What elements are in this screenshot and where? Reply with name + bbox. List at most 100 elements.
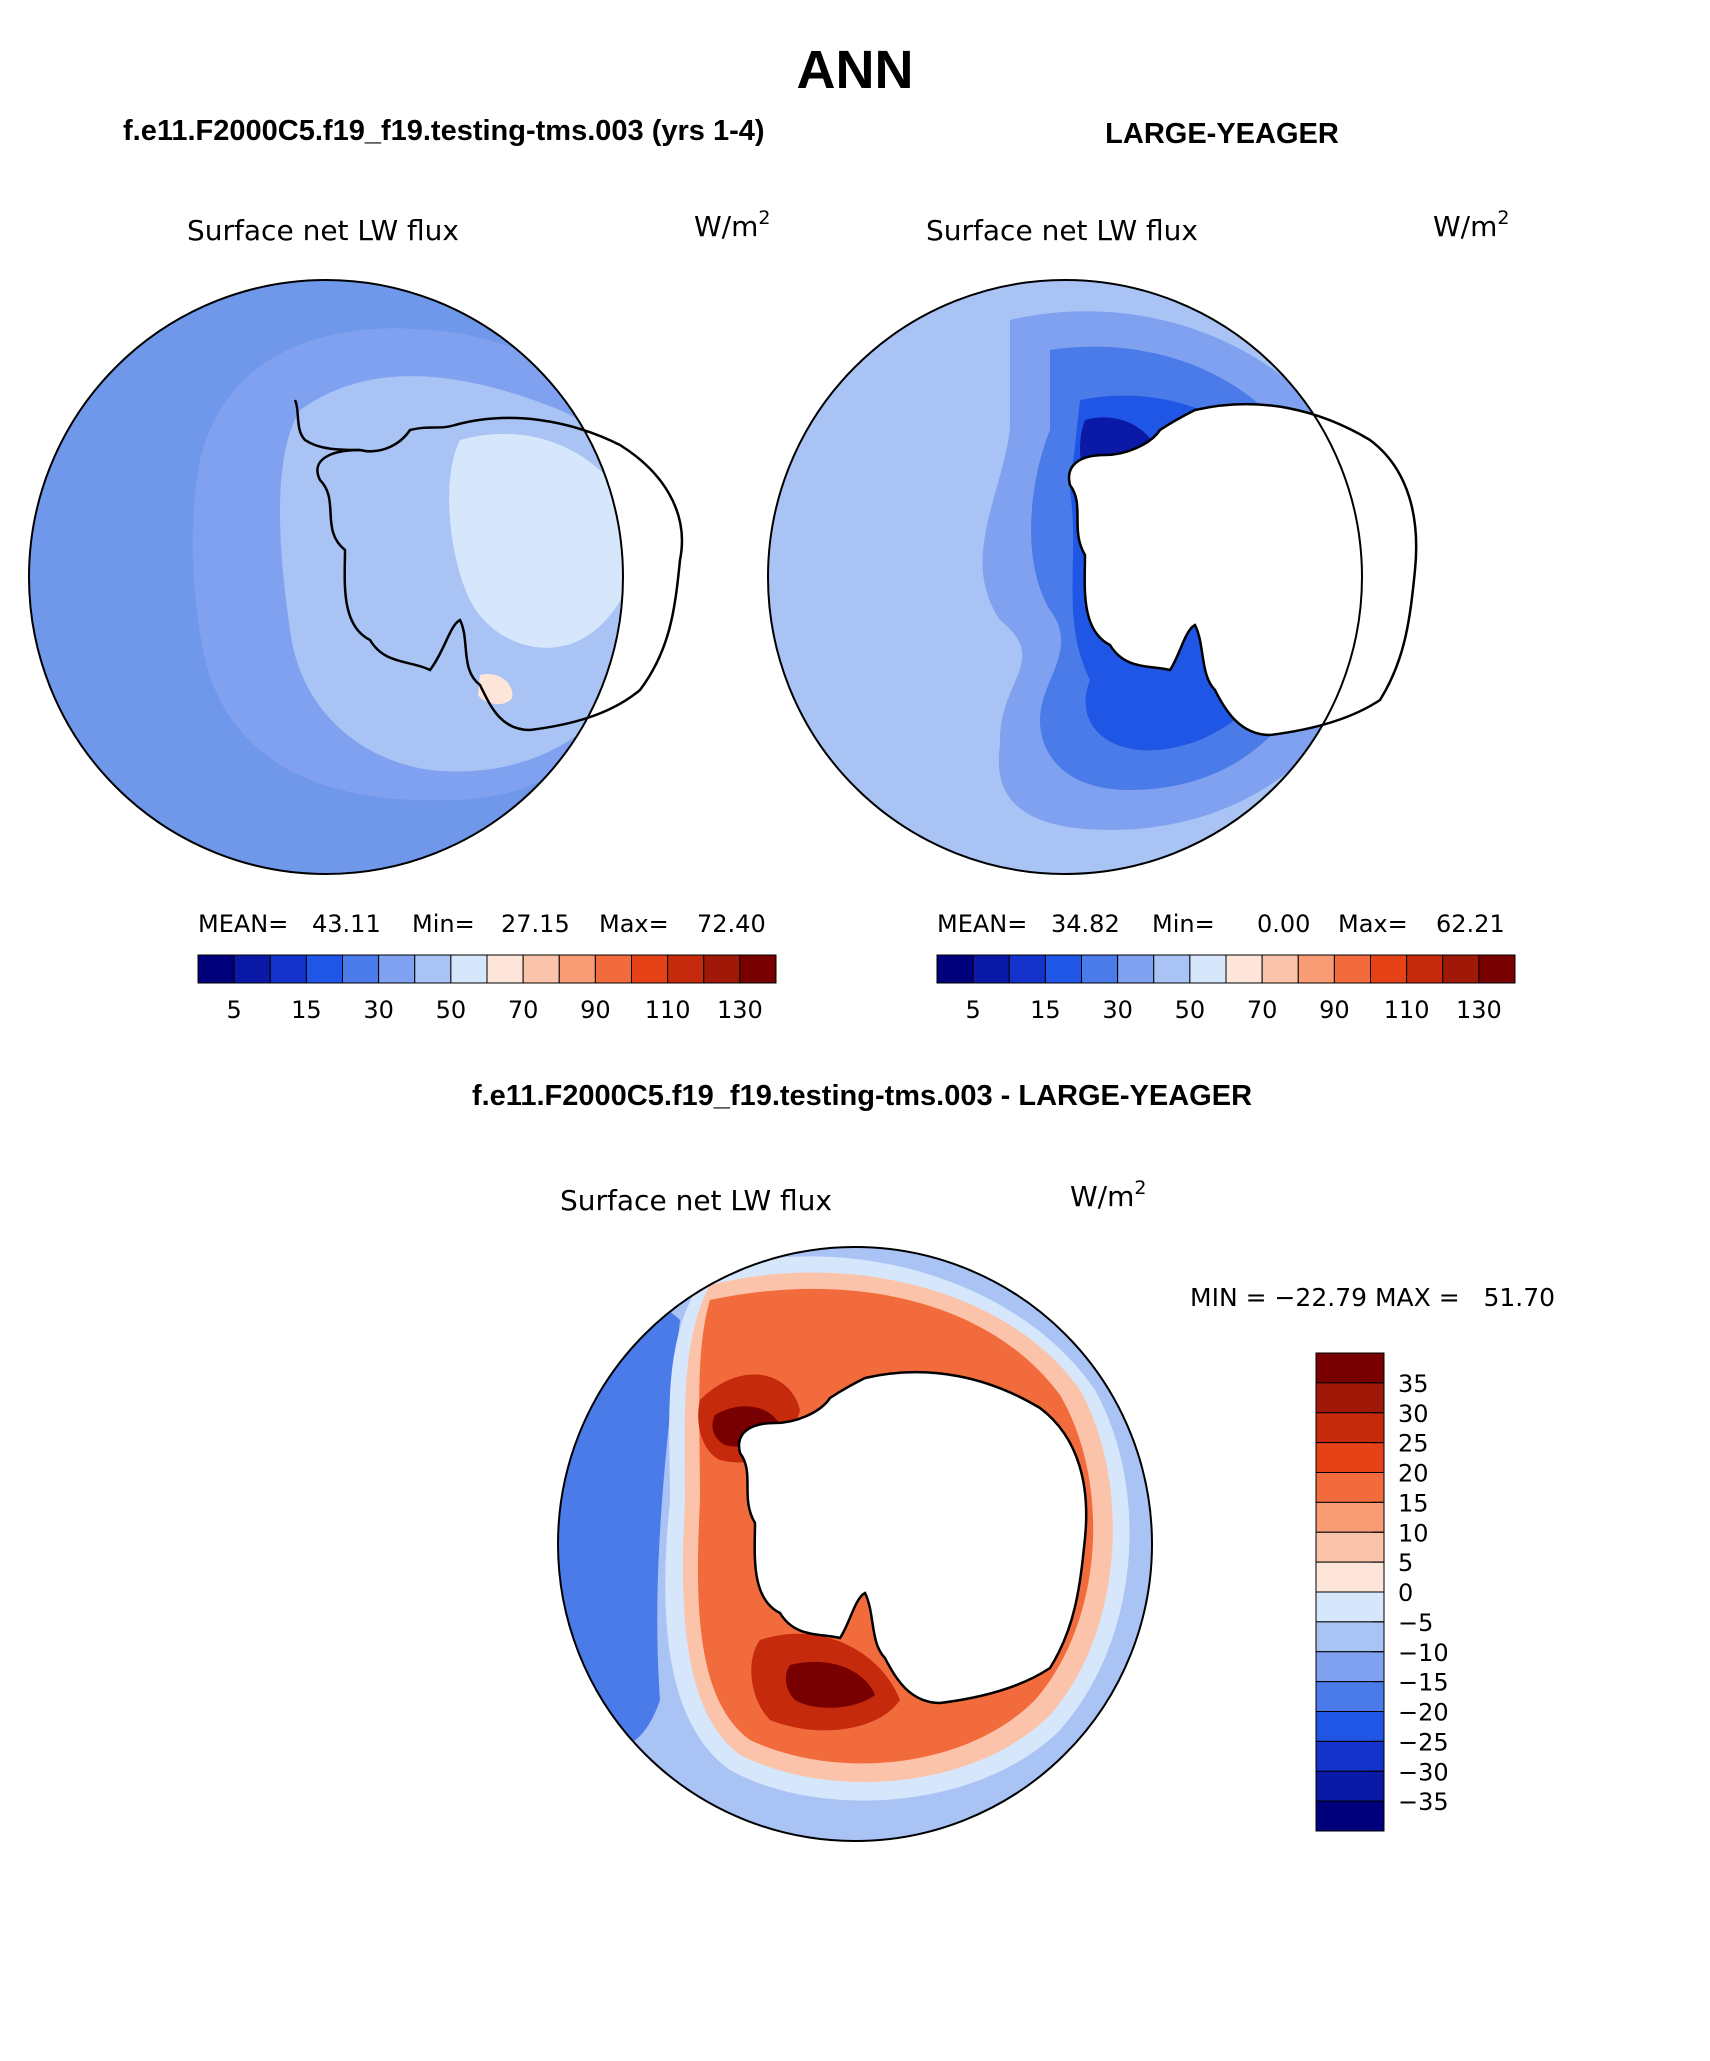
- panel-1-colorbar-swatch: [197, 954, 235, 984]
- panel-1-colorbar: 5 15 30 50 70 90 110 130: [197, 954, 777, 1024]
- panel-1-case-title: f.e11.F2000C5.f19_f19.testing-tms.003 (y…: [123, 115, 765, 147]
- difference-colorbar-swatch: [1315, 1740, 1385, 1772]
- difference-colorbar-tick-label: 10: [1398, 1519, 1429, 1547]
- panel-1-colorbar-tick-label: 110: [645, 996, 691, 1024]
- panel-1-colorbar-tick-label: 5: [226, 996, 241, 1024]
- panel-1-colorbar-swatch: [667, 954, 705, 984]
- panel-1-units-exponent: 2: [758, 207, 770, 229]
- difference-colorbar-tick-label: −5: [1398, 1609, 1433, 1637]
- difference-map: [557, 1246, 1153, 1842]
- panel-1-coastline: [316, 416, 684, 732]
- panel-2-colorbar-swatch: [1442, 954, 1480, 984]
- difference-colorbar-swatch: [1315, 1501, 1385, 1533]
- panel-1-map-border: [28, 279, 624, 875]
- panel-1-mean-label: MEAN=: [198, 910, 288, 938]
- panel-2-colorbar-swatch: [1406, 954, 1444, 984]
- panel-2-units-base: W/m: [1433, 210, 1497, 243]
- panel-2-map-border: [767, 279, 1363, 875]
- difference-colorbar-swatch: [1315, 1382, 1385, 1414]
- difference-map-border: [557, 1246, 1153, 1842]
- panel-1-colorbar-swatch: [739, 954, 777, 984]
- panel-2-colorbar-tick-label: 50: [1175, 996, 1206, 1024]
- panel-2-ice-masked-region: [1067, 402, 1418, 737]
- panel-1-min-value: 27.15: [501, 910, 570, 938]
- panel-2-colorbar-swatch: [1081, 954, 1119, 984]
- panel-1-units-base: W/m: [694, 210, 758, 243]
- panel-2-colorbar-swatch: [1261, 954, 1299, 984]
- panel-1-colorbar-tick-label: 50: [436, 996, 467, 1024]
- panel-2-colorbar-tick-label: 30: [1102, 996, 1133, 1024]
- panel-1-colorbar-swatch: [522, 954, 560, 984]
- panel-2-field-label: Surface net LW flux: [926, 214, 1198, 247]
- panel-1-colorbar-swatch: [233, 954, 271, 984]
- difference-contour-band-gt35: [712, 1406, 875, 1708]
- panel-2-colorbar-swatch: [972, 954, 1010, 984]
- difference-colorbar-tick-label: −35: [1398, 1788, 1449, 1816]
- difference-contour-band-25-35: [698, 1374, 900, 1731]
- difference-units-base: W/m: [1070, 1180, 1134, 1213]
- panel-2-colorbar-swatch: [1225, 954, 1263, 984]
- difference-colorbar-tick-label: 20: [1398, 1460, 1429, 1488]
- difference-colorbar-swatch: [1315, 1412, 1385, 1444]
- panel-2-mean-label: MEAN=: [937, 910, 1027, 938]
- panel-2-units: W/m2: [1433, 207, 1510, 243]
- panel-1-colorbar-swatch: [378, 954, 416, 984]
- panel-1-colorbar-swatch: [305, 954, 343, 984]
- panel-1-colorbar-tick-label: 90: [580, 996, 611, 1024]
- difference-colorbar-tick-label: 25: [1398, 1430, 1429, 1458]
- difference-colorbar-tick-label: −10: [1398, 1639, 1449, 1667]
- panel-1-colorbar-swatch: [414, 954, 452, 984]
- panel-1-stats: MEAN= 43.11 Min= 27.15 Max= 72.40: [198, 910, 766, 938]
- difference-colorbar-tick-label: −25: [1398, 1728, 1449, 1756]
- panel-1-colorbar-swatch: [486, 954, 524, 984]
- page-title: ANN: [797, 40, 914, 100]
- difference-colorbar-tick-label: 0: [1398, 1579, 1413, 1607]
- panel-2-case-title: LARGE-YEAGER: [1105, 118, 1339, 150]
- difference-colorbar-swatch: [1315, 1800, 1385, 1832]
- difference-ice-masked-region: [737, 1370, 1088, 1705]
- difference-colorbar-tick-label: 30: [1398, 1400, 1429, 1428]
- panel-1-colorbar-swatch: [450, 954, 488, 984]
- panel-2-mean-value: 34.82: [1051, 910, 1120, 938]
- panel-1-colorbar-swatch: [631, 954, 669, 984]
- difference-colorbar-swatch: [1315, 1352, 1385, 1384]
- difference-field-label: Surface net LW flux: [560, 1184, 832, 1217]
- panel-2-colorbar-tick-label: 70: [1247, 996, 1278, 1024]
- panel-1-map: [28, 279, 684, 875]
- difference-colorbar-swatch: [1315, 1591, 1385, 1623]
- difference-colorbar-swatch: [1315, 1561, 1385, 1593]
- panel-1-colorbar-tick-label: 30: [363, 996, 394, 1024]
- panel-2-max-label: Max=: [1338, 910, 1408, 938]
- difference-colorbar-tick-label: −30: [1398, 1758, 1449, 1786]
- difference-title: f.e11.F2000C5.f19_f19.testing-tms.003 - …: [472, 1080, 1252, 1112]
- panel-2-colorbar-tick-label: 110: [1384, 996, 1430, 1024]
- panel-1-colorbar-tick-label: 130: [717, 996, 763, 1024]
- difference-colorbar-swatch: [1315, 1770, 1385, 1802]
- panel-1-peninsula: [293, 399, 361, 452]
- difference-colorbar-swatch: [1315, 1711, 1385, 1742]
- panel-2-colorbar-tick-label: 15: [1030, 996, 1061, 1024]
- panel-2-colorbar-swatch: [1044, 954, 1082, 984]
- panel-1-mean-value: 43.11: [312, 910, 381, 938]
- panel-2-colorbar-swatch: [1478, 954, 1516, 984]
- panel-1-max-label: Max=: [599, 910, 669, 938]
- panel-2-colorbar-tick-label: 130: [1456, 996, 1502, 1024]
- panel-1-colorbar-swatch: [703, 954, 741, 984]
- panel-2-colorbar-swatch: [1333, 954, 1371, 984]
- panel-2-min-value: 0.00: [1257, 910, 1310, 938]
- panel-1-colorbar-swatch: [594, 954, 632, 984]
- difference-colorbar-tick-label: 5: [1398, 1549, 1413, 1577]
- difference-colorbar-swatch: [1315, 1472, 1385, 1503]
- panel-2-stats: MEAN= 34.82 Min= 0.00 Max= 62.21: [937, 910, 1505, 938]
- panel-2-colorbar-swatch: [936, 954, 974, 984]
- panel-2-colorbar-swatch: [1117, 954, 1155, 984]
- difference-colorbar-tick-label: 35: [1398, 1370, 1429, 1398]
- panel-1-min-label: Min=: [412, 910, 475, 938]
- panel-1-colorbar-tick-label: 70: [508, 996, 539, 1024]
- panel-1-contour-band-60-70: [449, 433, 623, 648]
- panel-2-colorbar-swatch: [1297, 954, 1335, 984]
- difference-colorbar-swatch: [1315, 1442, 1385, 1473]
- difference-colorbar-swatch: [1315, 1621, 1385, 1653]
- difference-colorbar-tick-label: −15: [1398, 1669, 1449, 1697]
